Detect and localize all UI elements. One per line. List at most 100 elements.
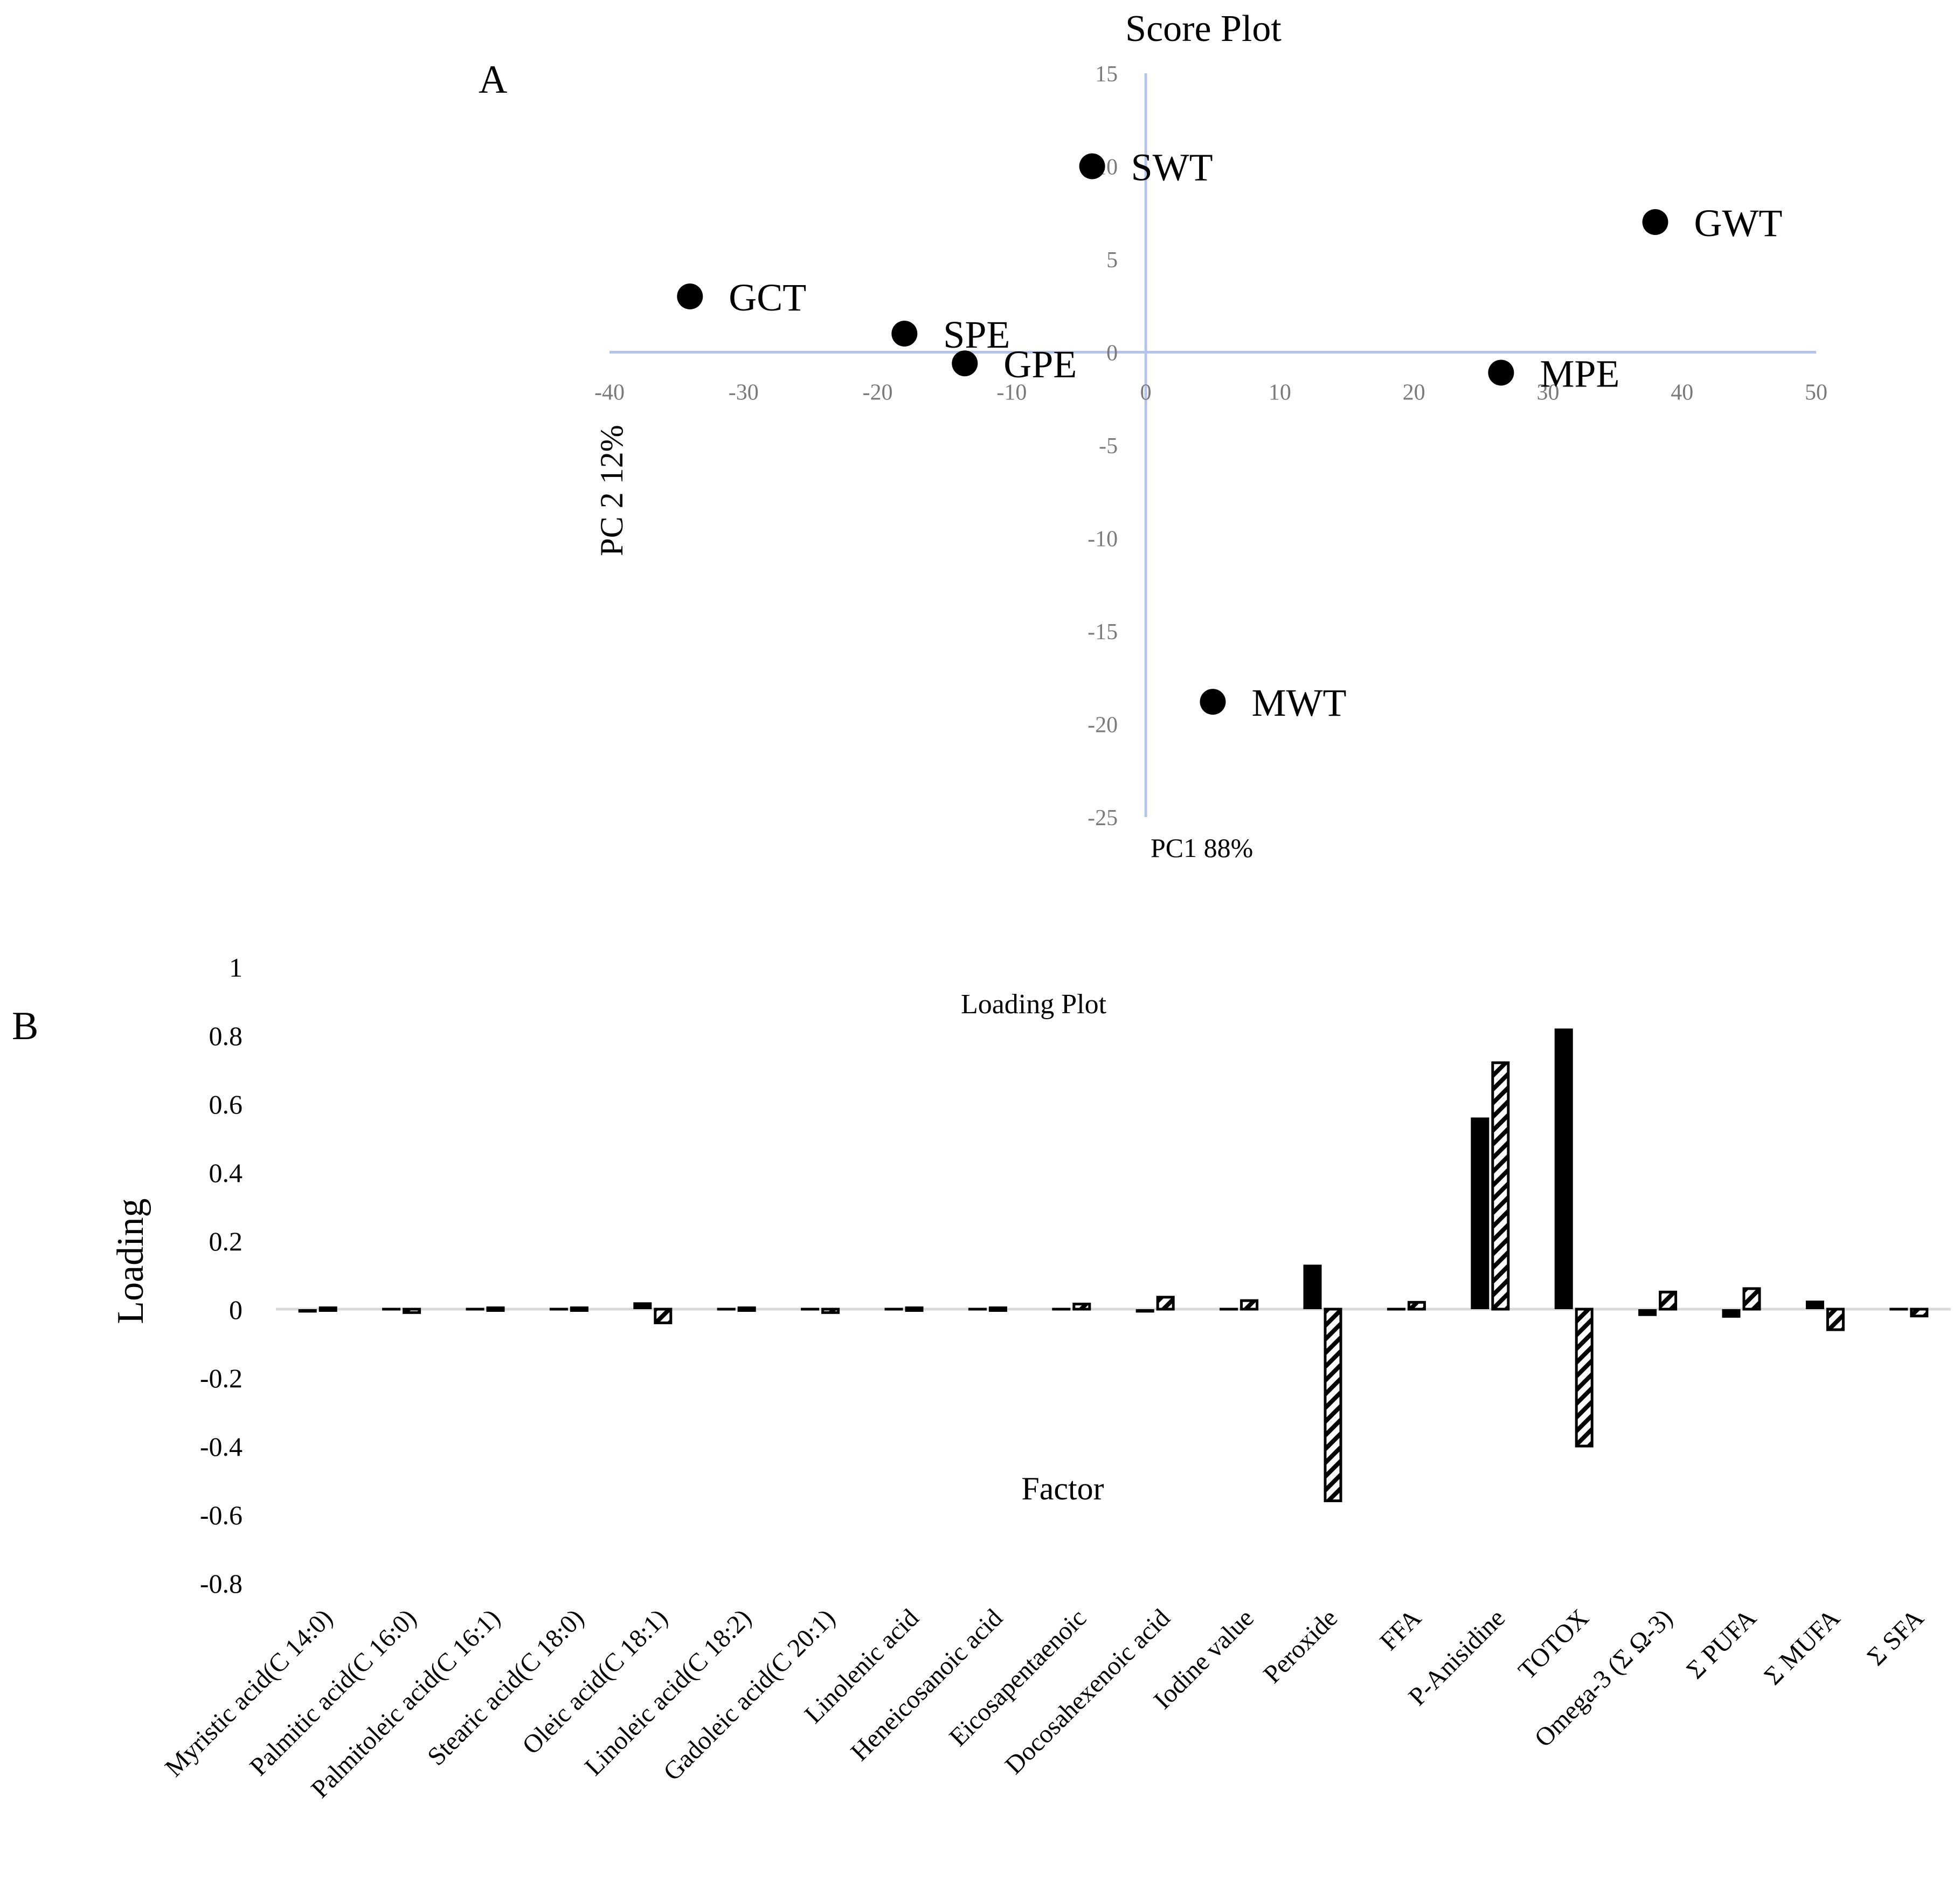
loading-bar-pc2 bbox=[1742, 1287, 1761, 1311]
score-x-tick-label: -10 bbox=[996, 381, 1027, 405]
loading-bar-pc1 bbox=[968, 1308, 987, 1311]
loading-y-tick-label: 1 bbox=[229, 952, 243, 983]
loading-y-tick-label: 0.6 bbox=[209, 1089, 243, 1119]
score-plot-axes: -40 -30 -20 -10 0 10 20 30 40 50151050-5-10-15-20… bbox=[594, 62, 1827, 831]
score-y-tick-label: -20 bbox=[1088, 713, 1118, 738]
score-x-tick-label: 30 bbox=[1536, 381, 1559, 405]
panel-a-letter: A bbox=[479, 58, 507, 102]
score-point bbox=[891, 321, 918, 347]
loading-bar-pc2 bbox=[318, 1306, 337, 1312]
loading-bar-pc2 bbox=[1240, 1299, 1259, 1311]
loading-y-tick-label: -0.6 bbox=[200, 1500, 243, 1530]
score-x-tick-label: 50 bbox=[1805, 381, 1827, 405]
loading-category-label: Stearic acid(C 18:0) bbox=[422, 1603, 590, 1771]
loading-bar-pc2 bbox=[1910, 1308, 1929, 1318]
loading-bar-pc1 bbox=[884, 1308, 903, 1311]
loading-bar-pc2 bbox=[403, 1308, 421, 1314]
score-point-label: GPE bbox=[1003, 343, 1077, 386]
loading-bar-pc1 bbox=[466, 1308, 484, 1311]
loading-bar-pc2 bbox=[1575, 1308, 1594, 1448]
score-point-label: SWT bbox=[1131, 146, 1213, 189]
score-plot-ylabel: PC 2 12% bbox=[594, 425, 629, 556]
score-point bbox=[1200, 689, 1226, 715]
score-y-tick-label: -25 bbox=[1088, 806, 1118, 831]
loading-bar-pc2 bbox=[1407, 1301, 1426, 1311]
score-x-tick-label: 40 bbox=[1671, 381, 1693, 405]
score-point bbox=[952, 350, 978, 377]
score-x-tick-label: 20 bbox=[1403, 381, 1425, 405]
loading-bar-pc2 bbox=[654, 1308, 673, 1324]
loading-bar-pc2 bbox=[1072, 1302, 1091, 1311]
loading-category-label: Σ SFA bbox=[1862, 1603, 1930, 1671]
loading-category-label: Linoleic acid(C 18:2) bbox=[579, 1603, 757, 1781]
loading-plot-bars bbox=[298, 1028, 1929, 1503]
score-x-tick-label: 10 bbox=[1269, 381, 1291, 405]
loading-bar-pc2 bbox=[1156, 1296, 1175, 1311]
score-point-label: MPE bbox=[1540, 352, 1619, 395]
loading-bar-pc1 bbox=[1135, 1309, 1154, 1313]
loading-bar-pc1 bbox=[298, 1309, 317, 1313]
score-y-tick-label: 5 bbox=[1106, 248, 1118, 273]
loading-bar-pc1 bbox=[1722, 1309, 1741, 1318]
loading-y-tick-label: -0.2 bbox=[200, 1363, 243, 1393]
loading-category-label: FFA bbox=[1374, 1603, 1426, 1656]
score-y-tick-label: 15 bbox=[1095, 62, 1118, 87]
loading-y-tick-label: -0.4 bbox=[200, 1432, 243, 1462]
loading-bar-pc2 bbox=[1826, 1308, 1845, 1331]
loading-bar-pc1 bbox=[549, 1308, 568, 1311]
score-point bbox=[1642, 209, 1668, 235]
score-y-tick-label: -15 bbox=[1088, 620, 1118, 645]
loading-bar-pc1 bbox=[1638, 1309, 1657, 1316]
loading-bar-pc1 bbox=[1471, 1117, 1490, 1309]
loading-bar-pc2 bbox=[737, 1306, 756, 1312]
panel-b-letter: B bbox=[12, 1004, 38, 1048]
score-y-tick-label: -5 bbox=[1099, 434, 1118, 459]
loading-bar-pc2 bbox=[1659, 1290, 1678, 1311]
score-point-label: GCT bbox=[729, 276, 806, 319]
loading-y-tick-label: 0.2 bbox=[209, 1226, 243, 1256]
loading-bar-pc1 bbox=[1220, 1308, 1238, 1311]
loading-bar-pc2 bbox=[905, 1306, 924, 1312]
loading-bar-pc2 bbox=[486, 1306, 505, 1312]
score-point bbox=[1079, 153, 1105, 179]
score-point-label: SPE bbox=[943, 313, 1010, 356]
loading-plot-title: Loading Plot bbox=[961, 989, 1107, 1020]
loading-bar-pc1 bbox=[1889, 1308, 1908, 1311]
loading-bar-pc2 bbox=[821, 1308, 840, 1314]
loading-plot-xlabel: Factor bbox=[1021, 1471, 1104, 1506]
loading-category-label: Palmitic acid(C 16:0) bbox=[244, 1603, 422, 1781]
score-point-label: MWT bbox=[1252, 681, 1347, 724]
loading-category-label: Docosahexenoic acid bbox=[1000, 1603, 1176, 1780]
loading-bar-pc1 bbox=[633, 1302, 652, 1309]
loading-y-tick-label: 0 bbox=[229, 1295, 243, 1325]
score-x-tick-label: -40 bbox=[594, 381, 625, 405]
loading-plot-categories: Myristic acid(C 14:0)Palmitic acid(C 16:… bbox=[160, 1603, 1929, 1803]
score-x-tick-label: -20 bbox=[863, 381, 893, 405]
loading-category-label: Heneicosanoic acid bbox=[845, 1603, 1008, 1766]
loading-y-tick-label: -0.8 bbox=[200, 1568, 243, 1599]
loading-category-label: Σ MUFA bbox=[1758, 1603, 1846, 1691]
loading-bar-pc2 bbox=[570, 1306, 588, 1312]
loading-y-tick-label: 0.4 bbox=[209, 1158, 243, 1188]
score-y-tick-label: 0 bbox=[1106, 341, 1118, 366]
score-point-label: GWT bbox=[1694, 202, 1782, 245]
loading-bar-pc2 bbox=[1491, 1061, 1510, 1311]
score-y-tick-label: -10 bbox=[1088, 527, 1118, 552]
loading-bar-pc2 bbox=[1324, 1308, 1342, 1503]
loading-bar-pc1 bbox=[1805, 1301, 1824, 1309]
loading-bar-pc1 bbox=[801, 1308, 820, 1311]
loading-bar-pc2 bbox=[988, 1306, 1007, 1312]
loading-category-label: Oleic acid(C 18:1) bbox=[517, 1603, 673, 1760]
loading-bar-pc1 bbox=[382, 1308, 401, 1311]
score-point bbox=[1488, 359, 1514, 386]
score-plot-xlabel: PC1 88% bbox=[1151, 833, 1253, 863]
score-plot-title: Score Plot bbox=[1125, 8, 1282, 50]
score-point bbox=[677, 283, 703, 309]
loading-category-label: Peroxide bbox=[1258, 1603, 1343, 1689]
loading-y-tick-label: 0.8 bbox=[209, 1021, 243, 1051]
loading-plot-ylabel: Loading bbox=[110, 1198, 151, 1324]
loading-category-label: Myristic acid(C 14:0) bbox=[160, 1603, 338, 1782]
loading-plot-axes: 1 0.8 0.6 0.4 0.2 0 -0.2 -0.4 -0.6 -0.8 bbox=[200, 952, 1951, 1599]
